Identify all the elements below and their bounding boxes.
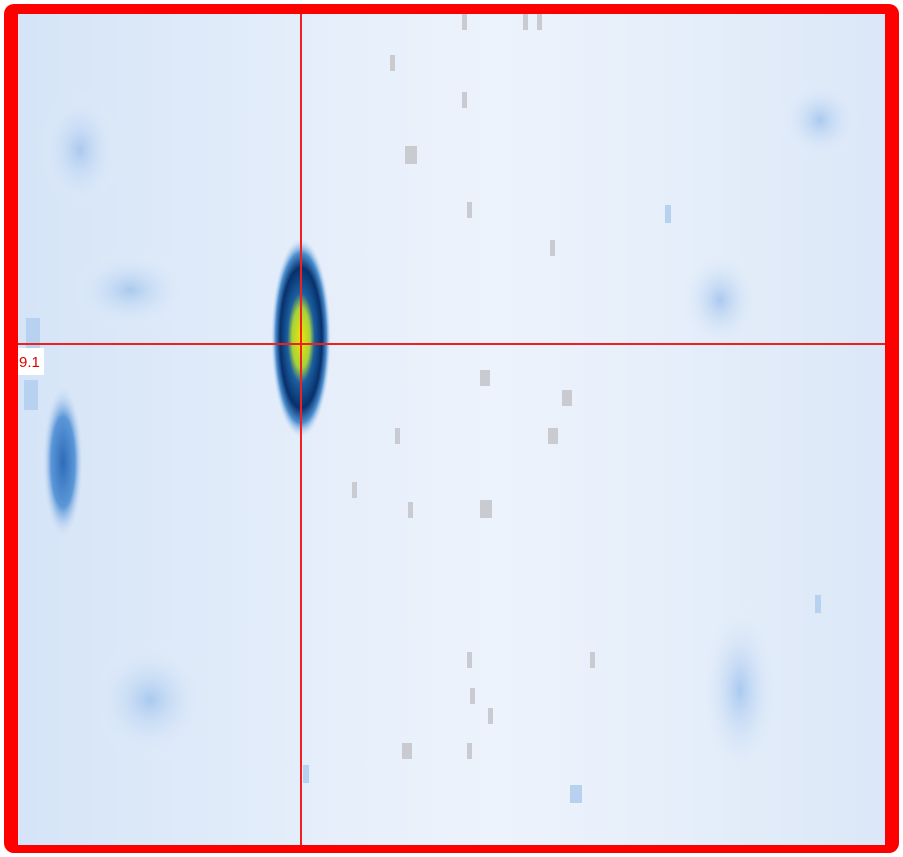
hotspot [43,387,83,537]
heatmap-view: 9.1 [0,0,903,857]
crosshair-label: 9.1 [19,354,40,371]
